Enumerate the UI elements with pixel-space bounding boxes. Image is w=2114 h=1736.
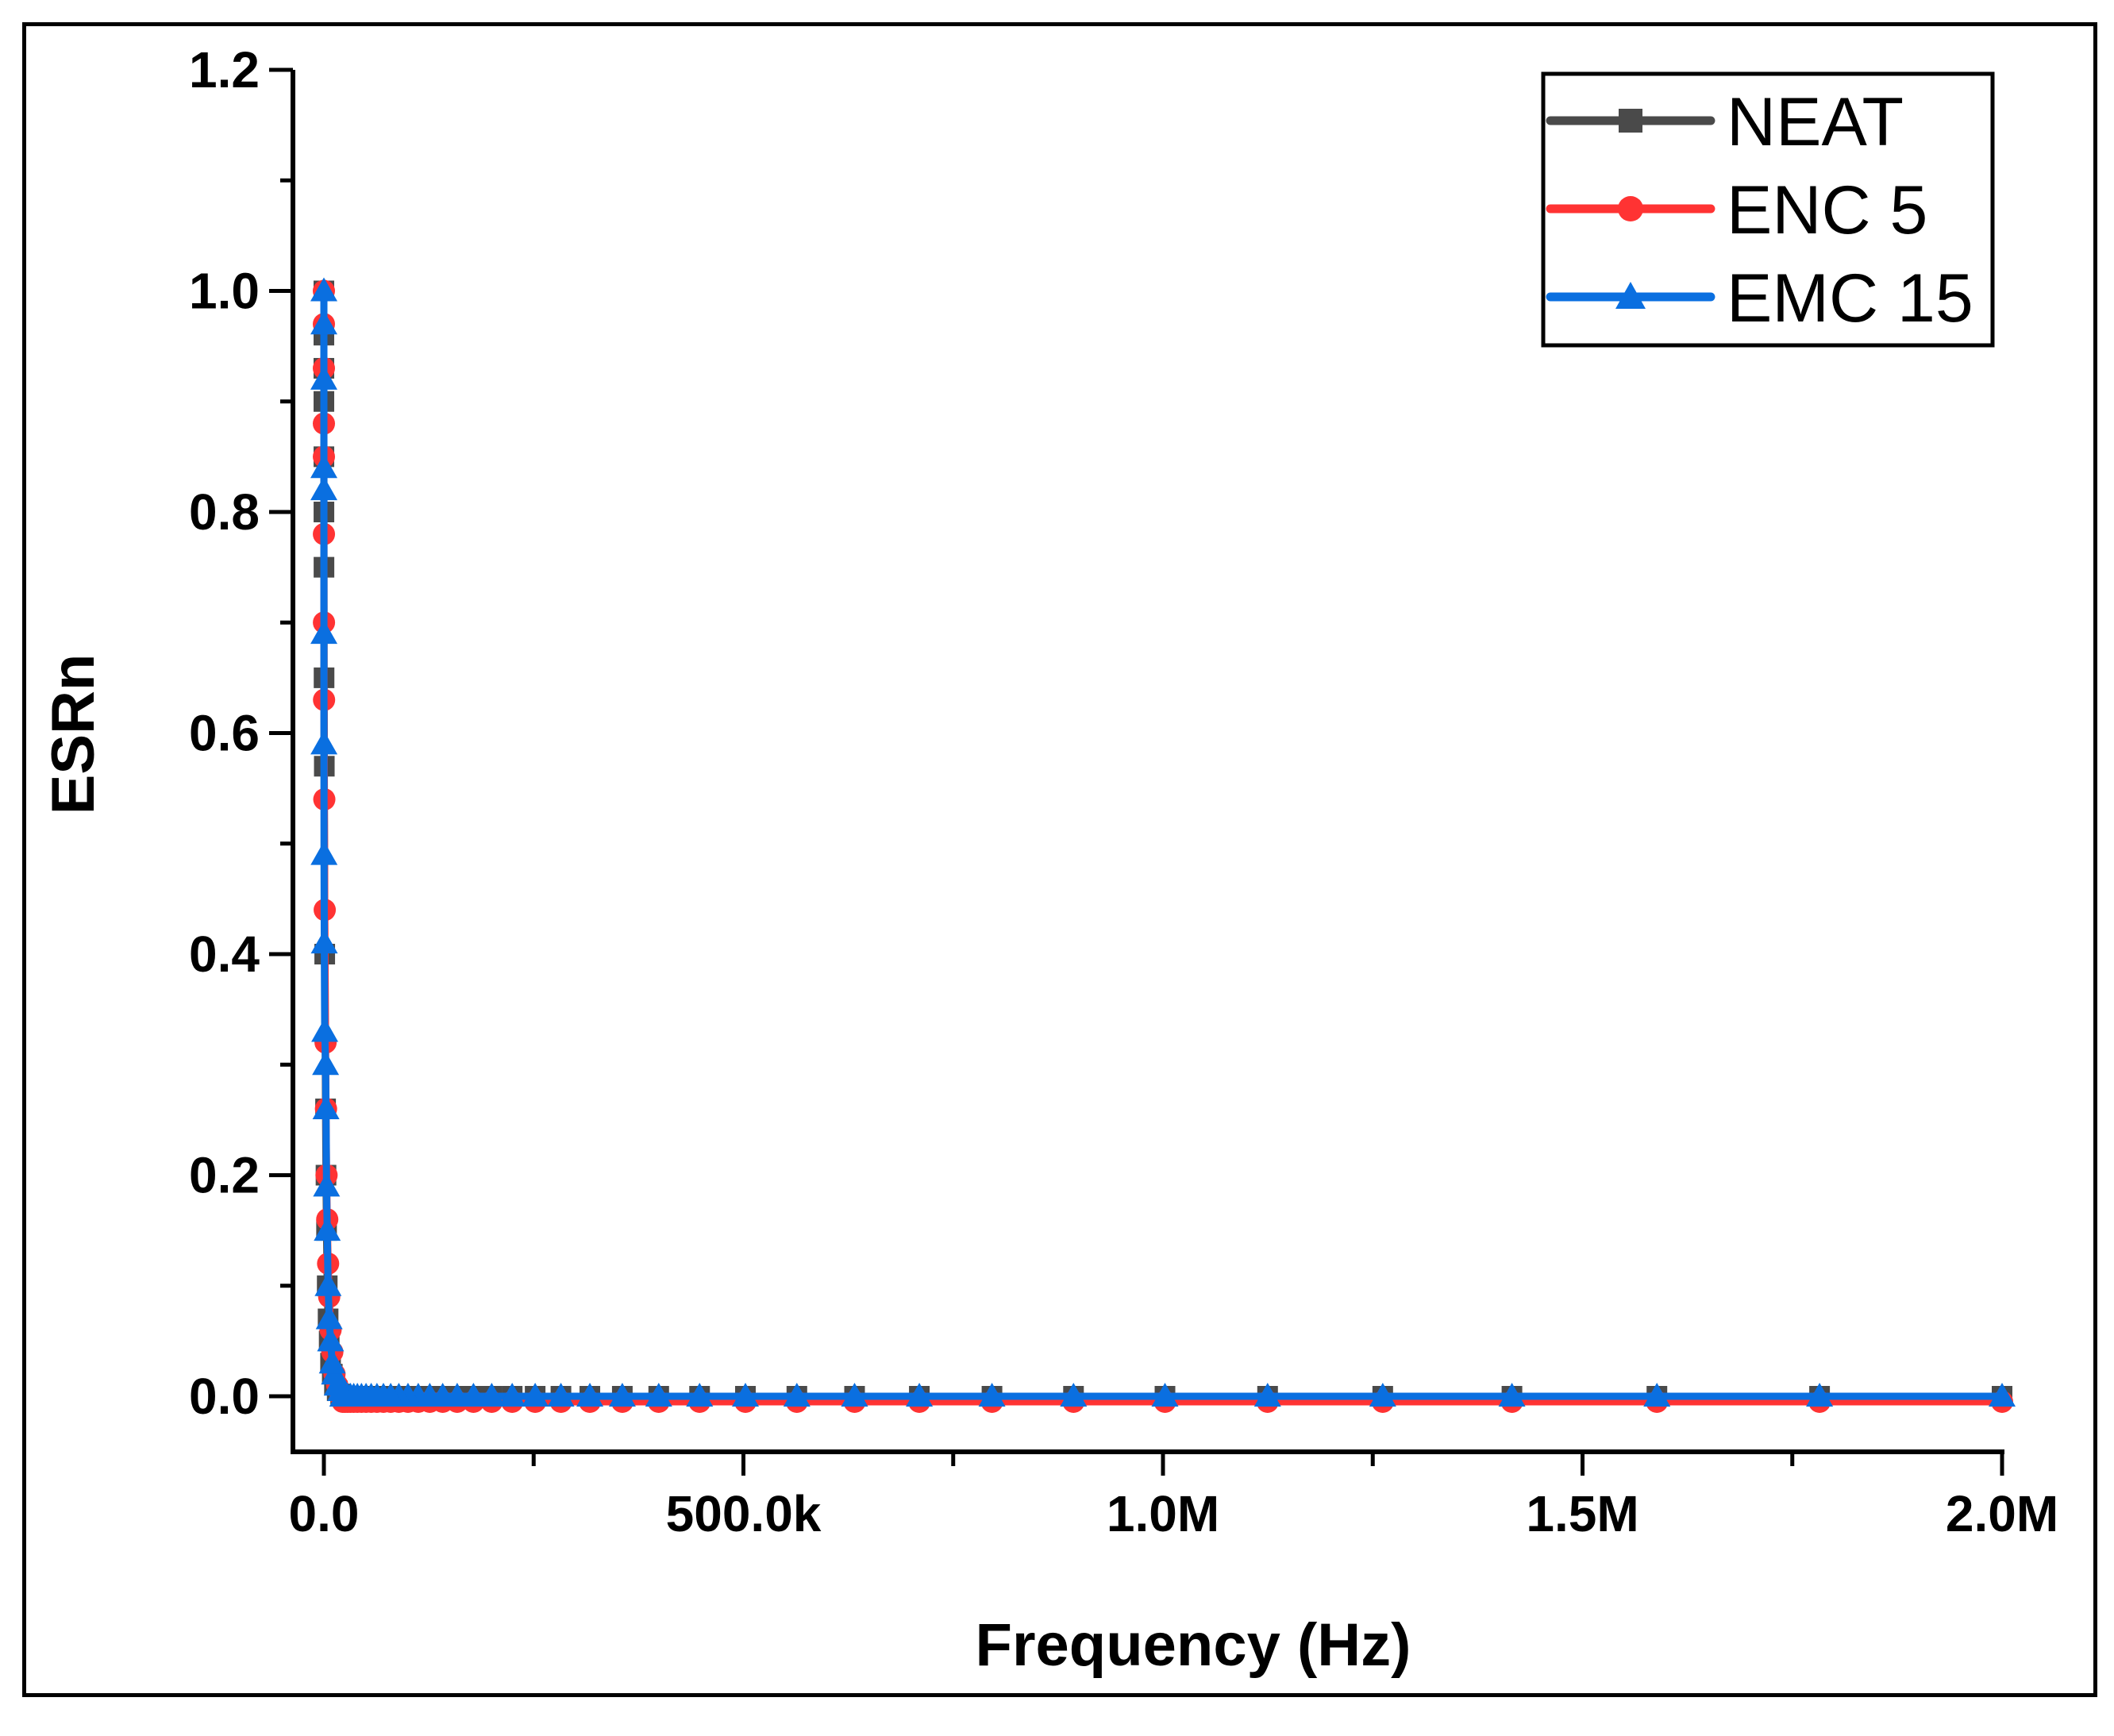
series-neat	[314, 280, 2012, 1407]
data-point-triangle	[1806, 1383, 1834, 1407]
legend-item-emc-15: EMC 15	[1546, 260, 1973, 337]
data-point-triangle	[310, 930, 338, 954]
data-point-triangle	[1643, 1383, 1671, 1407]
data-point-triangle	[1615, 282, 1646, 309]
data-point-triangle	[906, 1383, 934, 1407]
data-point-triangle	[310, 365, 338, 390]
data-point-triangle	[547, 1383, 575, 1407]
data-point-triangle	[318, 1349, 346, 1374]
legend-label: NEAT	[1727, 84, 1904, 160]
data-point-triangle	[310, 620, 338, 645]
data-point-triangle	[312, 1095, 340, 1119]
y-tick-label: 1.0	[189, 263, 260, 320]
data-point-triangle	[576, 1383, 604, 1407]
data-point-triangle	[315, 1305, 343, 1330]
x-tick-label: 1.0M	[1107, 1485, 1219, 1542]
x-tick-label: 2.0M	[1946, 1485, 2058, 1542]
data-point-triangle	[686, 1383, 714, 1407]
data-point-triangle	[314, 1217, 341, 1241]
series-line	[320, 291, 2002, 1406]
data-point-triangle	[1253, 1383, 1281, 1407]
x-tick-label: 1.5M	[1526, 1485, 1638, 1542]
data-point-triangle	[311, 1018, 339, 1042]
data-point-triangle	[1989, 1383, 2016, 1407]
data-point-triangle	[313, 1172, 341, 1197]
data-point-triangle	[645, 1383, 672, 1407]
y-tick-label: 0.2	[189, 1147, 260, 1204]
y-tick-label: 0.4	[189, 926, 260, 983]
data-point-triangle	[1498, 1383, 1526, 1407]
legend-item-enc-5: ENC 5	[1546, 172, 1927, 248]
series-emc-15	[310, 277, 2016, 1407]
legend-label: ENC 5	[1727, 172, 1927, 248]
series-line	[320, 291, 2002, 1400]
data-point-triangle	[978, 1383, 1006, 1407]
data-point-circle	[1618, 196, 1643, 221]
data-point-triangle	[310, 310, 338, 335]
data-point-triangle	[314, 1272, 342, 1296]
data-point-triangle	[312, 1051, 340, 1076]
data-point-triangle	[310, 454, 338, 479]
x-tick-label: 0.0	[289, 1485, 360, 1542]
y-tick-label: 0.8	[189, 483, 260, 541]
data-point-triangle	[317, 1327, 345, 1352]
data-point-triangle	[499, 1383, 526, 1407]
figure-frame	[22, 22, 2097, 1697]
axes: 0.0 0.2 0.4 0.6 0.8 1.0 1.2 0.0 500.0k 1.0M 1.5M 2.…	[189, 41, 2058, 1542]
data-point-triangle	[310, 277, 338, 302]
y-tick-label: 0.6	[189, 705, 260, 762]
legend-label: EMC 15	[1727, 260, 1973, 337]
series-enc-5	[313, 279, 2013, 1413]
data-point-triangle	[1151, 1383, 1179, 1407]
legend-item-neat: NEAT	[1546, 84, 1904, 160]
data-point-triangle	[841, 1383, 868, 1407]
data-point-triangle	[310, 730, 338, 755]
data-point-triangle	[783, 1383, 811, 1407]
data-point-triangle	[1060, 1383, 1088, 1407]
y-tick-label: 1.2	[189, 41, 260, 98]
data-point-triangle	[1369, 1383, 1396, 1407]
data-point-triangle	[608, 1383, 636, 1407]
series-line	[320, 291, 2002, 1400]
data-point-triangle	[522, 1383, 549, 1407]
data-point-triangle	[310, 476, 338, 501]
data-point-triangle	[478, 1383, 506, 1407]
y-tick-label: 0.0	[189, 1368, 260, 1425]
legend: NEAT ENC 5 EMC 15	[1541, 71, 1995, 348]
y-axis-title: ESRn	[40, 654, 107, 815]
data-point-triangle	[310, 841, 338, 865]
series-layer	[310, 277, 2016, 1413]
x-axis-title: Frequency (Hz)	[976, 1611, 1411, 1679]
data-point-triangle	[732, 1383, 760, 1407]
data-point-square	[1619, 109, 1642, 133]
x-tick-label: 500.0k	[666, 1485, 822, 1542]
